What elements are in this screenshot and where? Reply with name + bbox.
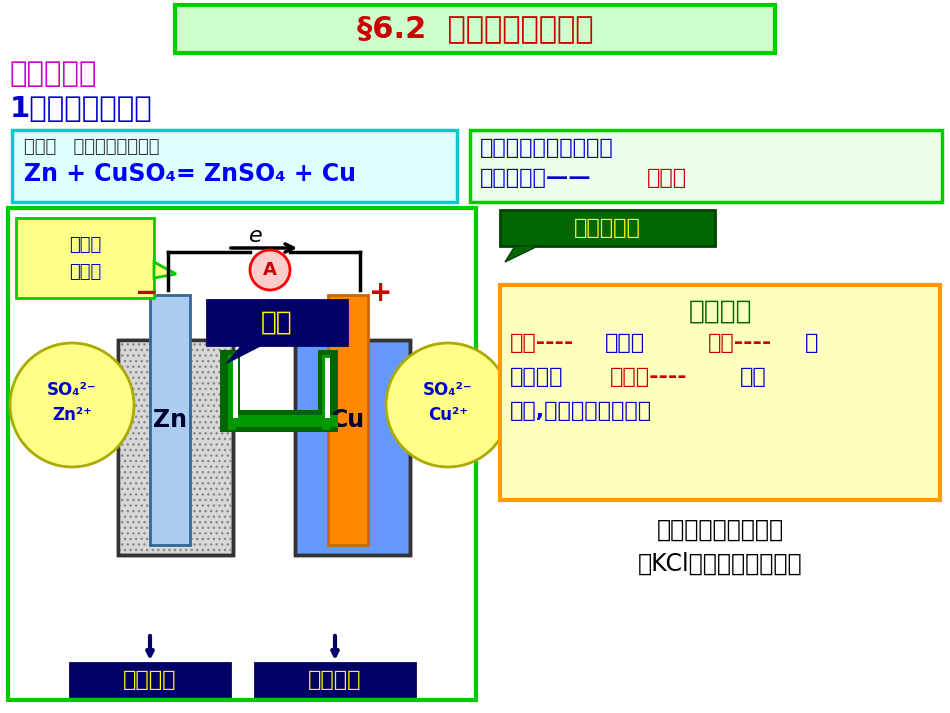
Text: 锤片----: 锤片---- — [510, 333, 574, 353]
Text: SO₄²⁻: SO₄²⁻ — [423, 381, 473, 399]
Circle shape — [250, 250, 290, 290]
Polygon shape — [227, 345, 262, 363]
Text: 偏转,说明有电流产生；: 偏转,说明有电流产生； — [510, 401, 652, 421]
Text: 铜半电池: 铜半电池 — [308, 670, 362, 689]
Polygon shape — [154, 262, 176, 278]
Text: A: A — [263, 261, 277, 279]
Text: 盐桥: 盐桥 — [261, 309, 293, 336]
Polygon shape — [505, 246, 538, 262]
Bar — [228, 355, 236, 430]
Text: 能使氧化还原反应产生: 能使氧化还原反应产生 — [480, 138, 614, 158]
Text: 盐桥内装有琼脂与饱: 盐桥内装有琼脂与饱 — [656, 518, 784, 542]
Text: 原电池: 原电池 — [647, 168, 687, 188]
Bar — [12, 130, 457, 202]
Text: 1、什么是原电池: 1、什么是原电池 — [10, 95, 153, 123]
Text: 检流计: 检流计 — [68, 263, 101, 281]
Text: 电流的装置——: 电流的装置—— — [480, 168, 592, 188]
Bar — [118, 340, 233, 555]
Text: 有: 有 — [805, 333, 818, 353]
Bar — [220, 350, 240, 430]
Text: e: e — [249, 226, 263, 246]
Bar — [16, 218, 154, 298]
Circle shape — [10, 343, 134, 467]
Bar — [322, 355, 330, 430]
Bar — [470, 130, 942, 202]
Text: Cu²⁺: Cu²⁺ — [428, 406, 468, 424]
Circle shape — [386, 343, 510, 467]
Bar — [8, 208, 476, 700]
Bar — [228, 415, 338, 427]
Bar — [118, 340, 233, 555]
Bar — [175, 5, 775, 53]
Bar — [207, 300, 347, 345]
Text: +: + — [370, 279, 392, 307]
Bar — [295, 340, 410, 555]
Bar — [70, 663, 230, 696]
Bar — [120, 342, 231, 553]
Text: 发生现象: 发生现象 — [688, 299, 751, 325]
Text: 锤半电池: 锤半电池 — [124, 670, 177, 689]
Text: 导线和: 导线和 — [68, 236, 101, 254]
Text: §6.2  原电池及电极电势: §6.2 原电池及电极电势 — [357, 14, 593, 43]
Text: −: − — [135, 279, 159, 307]
Bar — [318, 350, 338, 430]
Bar — [150, 295, 190, 545]
Text: 铜析出；: 铜析出； — [510, 367, 563, 387]
Bar — [328, 295, 368, 545]
Text: 铜片----: 铜片---- — [708, 333, 772, 353]
Bar — [255, 663, 415, 696]
Text: SO₄²⁻: SO₄²⁻ — [48, 381, 97, 399]
Bar — [295, 340, 410, 555]
Text: 指针: 指针 — [740, 367, 767, 387]
Text: Zn: Zn — [153, 408, 187, 432]
Bar — [220, 410, 338, 432]
Bar — [233, 358, 238, 418]
Text: 溶解；: 溶解； — [605, 333, 645, 353]
Text: Zn²⁺: Zn²⁺ — [52, 406, 92, 424]
Text: Zn + CuSO₄= ZnSO₄ + Cu: Zn + CuSO₄= ZnSO₄ + Cu — [24, 162, 356, 186]
Text: 铜锤原电池: 铜锤原电池 — [574, 218, 641, 238]
Text: 例如：   对于氧化还原反应: 例如： 对于氧化还原反应 — [24, 138, 160, 156]
Text: Cu: Cu — [331, 408, 365, 432]
Bar — [500, 210, 715, 246]
Text: 一、原电池: 一、原电池 — [10, 60, 98, 88]
Bar — [325, 358, 330, 418]
Bar — [500, 285, 940, 500]
Text: 和KCl溶液制成的胶冻。: 和KCl溶液制成的胶冻。 — [637, 552, 803, 576]
Text: 检流计----: 检流计---- — [610, 367, 688, 387]
